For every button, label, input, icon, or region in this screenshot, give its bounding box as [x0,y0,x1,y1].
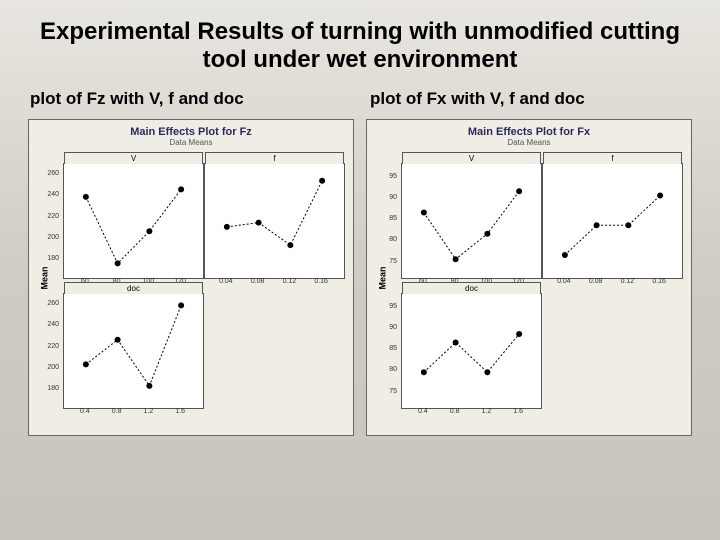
ytick-label: 75 [379,388,397,395]
ytick-label: 95 [379,173,397,180]
subplot-header: f [543,152,682,164]
xtick-label: 0.08 [246,278,270,285]
slide: Experimental Results of turning with unm… [0,0,720,540]
subplot-header: V [402,152,541,164]
plot-svg [543,164,682,278]
right-subplot-grid: V75808590956080100120f0.040.080.120.16do… [367,149,691,427]
right-chart-panel: Main Effects Plot for Fx Data Means Mean… [366,119,692,436]
xtick-label: 0.4 [411,408,435,415]
left-subplot-grid: V1802002202402606080100120f0.040.080.120… [29,149,353,427]
xtick-label: 0.16 [309,278,333,285]
left-chart-subtitle: Data Means [29,138,353,149]
xtick-label: 0.8 [443,408,467,415]
right-caption: plot of Fx with V, f and doc [368,83,692,119]
xtick-label: 0.16 [647,278,671,285]
xtick-label: 1.6 [506,408,530,415]
subplot-f: f [542,163,683,279]
xtick-label: 1.6 [168,408,192,415]
ytick-label: 85 [379,215,397,222]
ytick-label: 80 [379,236,397,243]
ytick-label: 90 [379,194,397,201]
subplot-V: V [63,163,204,279]
xtick-label: 0.08 [584,278,608,285]
ytick-label: 260 [41,300,59,307]
xtick-label: 0.12 [277,278,301,285]
xtick-label: 1.2 [136,408,160,415]
xtick-label: 0.12 [615,278,639,285]
xtick-label: 1.2 [474,408,498,415]
ytick-label: 200 [41,234,59,241]
subplot-header: doc [64,282,203,294]
ytick-label: 75 [379,258,397,265]
right-chart-title: Main Effects Plot for Fx [367,120,691,138]
charts-row: Main Effects Plot for Fz Data Means Mean… [0,119,720,436]
ytick-label: 220 [41,343,59,350]
xtick-label: 0.04 [552,278,576,285]
plot-svg [402,164,541,278]
plot-svg [64,294,203,408]
captions-row: plot of Fz with V, f and doc plot of Fx … [0,83,720,119]
right-chart-subtitle: Data Means [367,138,691,149]
left-chart-title: Main Effects Plot for Fz [29,120,353,138]
ytick-label: 260 [41,170,59,177]
xtick-label: 0.4 [73,408,97,415]
ytick-label: 80 [379,366,397,373]
ytick-label: 180 [41,255,59,262]
subplot-V: V [401,163,542,279]
ytick-label: 180 [41,385,59,392]
plot-svg [402,294,541,408]
subplot-f: f [204,163,345,279]
ytick-label: 240 [41,321,59,328]
subplot-doc: doc [401,293,542,409]
left-caption: plot of Fz with V, f and doc [28,83,352,119]
ytick-label: 240 [41,191,59,198]
subplot-header: f [205,152,344,164]
ytick-label: 220 [41,213,59,220]
ytick-label: 85 [379,345,397,352]
subplot-header: V [64,152,203,164]
ytick-label: 90 [379,324,397,331]
xtick-label: 0.8 [105,408,129,415]
left-chart-panel: Main Effects Plot for Fz Data Means Mean… [28,119,354,436]
plot-svg [64,164,203,278]
subplot-doc: doc [63,293,204,409]
ytick-label: 95 [379,303,397,310]
subplot-header: doc [402,282,541,294]
plot-svg [205,164,344,278]
ytick-label: 200 [41,364,59,371]
xtick-label: 0.04 [214,278,238,285]
page-title: Experimental Results of turning with unm… [0,0,720,83]
